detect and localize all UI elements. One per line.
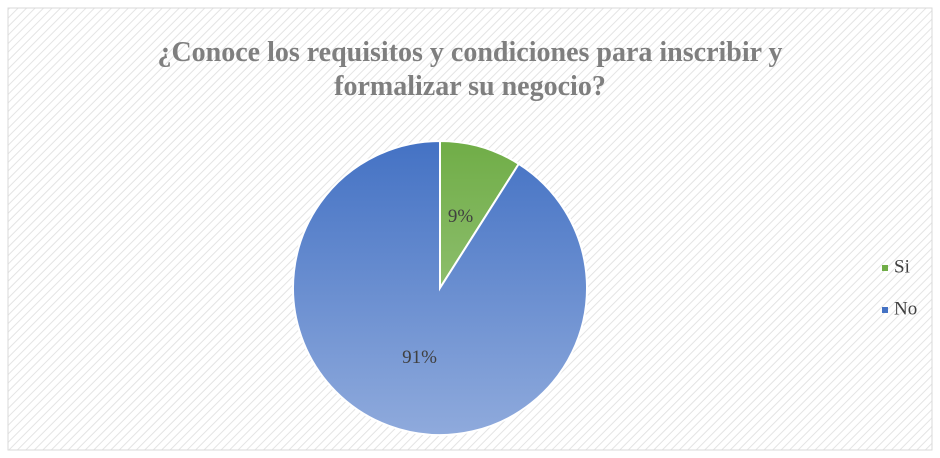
legend-label: No bbox=[894, 298, 917, 319]
data-label: 9% bbox=[448, 206, 474, 227]
pie-slice bbox=[439, 139, 521, 292]
legend-marker bbox=[882, 307, 888, 313]
chart-title: ¿Conoce los requisitos y condiciones par… bbox=[157, 37, 783, 102]
legend-label: Si bbox=[894, 256, 910, 277]
data-label: 91% bbox=[402, 347, 437, 368]
pie-slice bbox=[292, 139, 588, 436]
legend-marker bbox=[882, 265, 888, 271]
